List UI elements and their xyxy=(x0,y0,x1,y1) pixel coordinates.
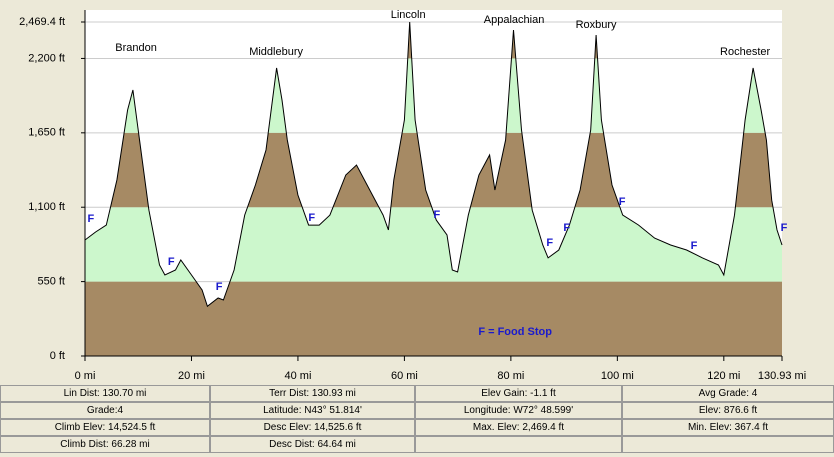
table-cell: Desc Dist: 64.64 mi xyxy=(210,436,415,453)
table-cell xyxy=(415,436,622,453)
x-tick-label: 60 mi xyxy=(391,370,418,382)
food-stop-marker: F xyxy=(308,212,315,224)
town-label: Rochester xyxy=(720,46,770,58)
table-cell xyxy=(622,436,834,453)
food-stop-marker: F xyxy=(168,256,175,268)
elevation-band xyxy=(85,281,782,356)
table-row: Climb Elev: 14,524.5 ft Desc Elev: 14,525… xyxy=(0,419,834,436)
table-cell: Climb Elev: 14,524.5 ft xyxy=(0,419,210,436)
stats-table: Lin Dist: 130.70 mi Terr Dist: 130.93 mi E… xyxy=(0,385,834,453)
y-tick-label: 2,200 ft xyxy=(28,52,65,64)
y-tick-label: 1,650 ft xyxy=(28,127,65,139)
food-stop-marker: F xyxy=(216,281,223,293)
food-stop-marker: F xyxy=(87,213,94,225)
town-label: Roxbury xyxy=(576,19,617,31)
x-tick-label: 20 mi xyxy=(178,370,205,382)
food-stop-marker: F xyxy=(619,196,626,208)
y-tick-label: 0 ft xyxy=(50,350,65,362)
town-label: Middlebury xyxy=(249,46,303,58)
legend-note: F = Food Stop xyxy=(478,326,552,338)
table-cell: Avg Grade: 4 xyxy=(622,385,834,402)
town-label: Lincoln xyxy=(391,9,426,21)
x-tick-label: 80 mi xyxy=(497,370,524,382)
y-tick-label: 2,469.4 ft xyxy=(19,16,65,28)
table-cell: Elev: 876.6 ft xyxy=(622,402,834,419)
table-cell: Climb Dist: 66.28 mi xyxy=(0,436,210,453)
x-tick-label: 100 mi xyxy=(601,370,634,382)
y-tick-label: 550 ft xyxy=(37,276,65,288)
table-cell: Longitude: W72° 48.599' xyxy=(415,402,622,419)
chart: 0 ft 550 ft 1,100 ft 1,650 ft 2,200 ft 2,469.… xyxy=(19,8,807,382)
table-cell: Lin Dist: 130.70 mi xyxy=(0,385,210,402)
food-stop-marker: F xyxy=(546,237,553,249)
table-row: Climb Dist: 66.28 mi Desc Dist: 64.64 mi xyxy=(0,436,834,453)
table-row: Lin Dist: 130.70 mi Terr Dist: 130.93 mi E… xyxy=(0,385,834,402)
table-cell: Elev Gain: -1.1 ft xyxy=(415,385,622,402)
table-cell: Min. Elev: 367.4 ft xyxy=(622,419,834,436)
x-tick-label: 40 mi xyxy=(284,370,311,382)
table-row: Grade:4 Latitude: N43° 51.814' Longitude: … xyxy=(0,402,834,419)
x-tick-label: 0 mi xyxy=(75,370,96,382)
table-cell: Terr Dist: 130.93 mi xyxy=(210,385,415,402)
table-cell: Max. Elev: 2,469.4 ft xyxy=(415,419,622,436)
y-tick-label: 1,100 ft xyxy=(28,201,65,213)
food-stop-marker: F xyxy=(563,222,570,234)
town-label: Brandon xyxy=(115,42,157,54)
food-stop-marker: F xyxy=(691,240,698,252)
food-stop-marker: F xyxy=(781,222,788,234)
food-stop-marker: F xyxy=(434,209,441,221)
x-tick-label: 130.93 mi xyxy=(758,370,806,382)
town-label: Appalachian xyxy=(484,14,545,26)
table-cell: Desc Elev: 14,525.6 ft xyxy=(210,419,415,436)
elevation-line xyxy=(84,21,783,308)
x-tick-label: 120 mi xyxy=(707,370,740,382)
table-cell: Latitude: N43° 51.814' xyxy=(210,402,415,419)
table-cell: Grade:4 xyxy=(0,402,210,419)
